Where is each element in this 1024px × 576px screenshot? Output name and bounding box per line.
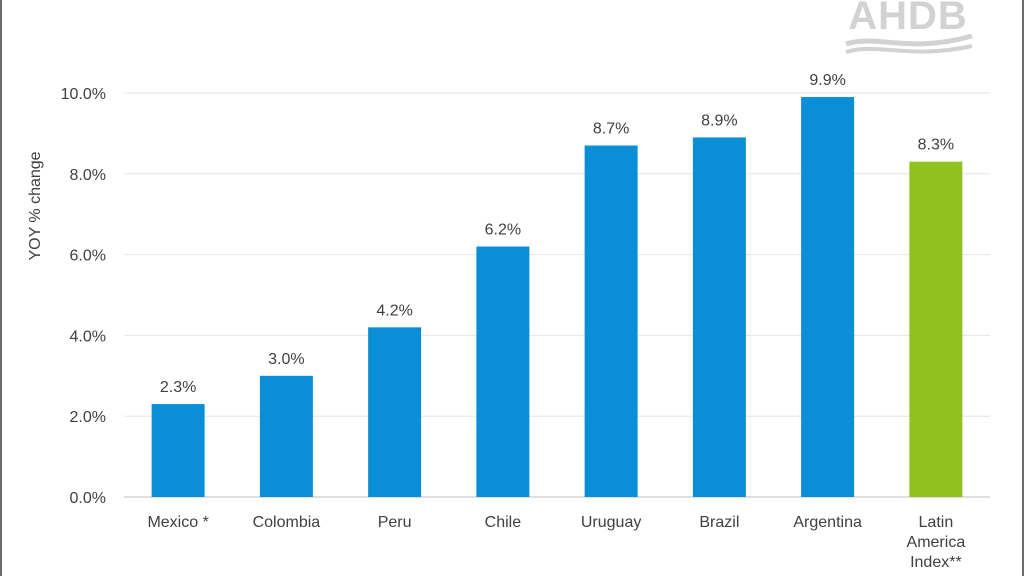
data-label: 8.7% xyxy=(593,121,629,138)
bar xyxy=(151,404,205,497)
data-label: 8.3% xyxy=(918,137,954,154)
bar xyxy=(909,161,963,497)
data-label: 6.2% xyxy=(485,222,521,239)
category-label: Uruguay xyxy=(581,514,641,531)
category-label: Peru xyxy=(378,514,412,531)
bar xyxy=(476,246,530,497)
y-tick-label: 6.0% xyxy=(70,248,106,265)
y-axis-label: YOY % change xyxy=(27,151,44,260)
data-label: 3.0% xyxy=(268,351,304,368)
category-label: Latin xyxy=(919,514,954,531)
y-axis-ticks: 0.0% 2.0% 4.0% 6.0% 8.0% 10.0% xyxy=(61,86,106,507)
y-tick-label: 2.0% xyxy=(70,409,106,426)
category-label: Brazil xyxy=(699,514,739,531)
category-label: America xyxy=(907,534,966,551)
logo-wordmark: AHDB xyxy=(848,0,968,38)
category-label: Chile xyxy=(485,514,522,531)
category-label: Index** xyxy=(910,554,962,571)
y-tick-label: 8.0% xyxy=(70,167,106,184)
gridlines xyxy=(124,92,990,498)
data-label: 8.9% xyxy=(701,112,737,129)
y-tick-label: 10.0% xyxy=(61,86,106,103)
category-label: Argentina xyxy=(793,514,862,531)
bar xyxy=(801,97,855,497)
bar xyxy=(692,137,746,497)
bars xyxy=(151,97,963,497)
bar xyxy=(368,327,422,497)
y-tick-label: 4.0% xyxy=(70,328,106,345)
x-axis-categories: Mexico * Colombia Peru Chile Uruguay Brazil Ar… xyxy=(147,514,965,571)
value-labels: 2.3% 3.0% 4.2% 6.2% 8.7% 8.9% 9.9% 8.3% xyxy=(160,72,954,396)
y-tick-label: 0.0% xyxy=(70,490,106,507)
bar xyxy=(584,145,638,497)
data-label: 2.3% xyxy=(160,379,196,396)
data-label: 4.2% xyxy=(376,302,412,319)
category-label: Mexico * xyxy=(147,514,208,531)
bar xyxy=(259,375,313,497)
logo-wave-icon xyxy=(845,33,973,54)
category-label: Colombia xyxy=(253,514,321,531)
data-label: 9.9% xyxy=(809,72,845,89)
ahdb-logo: AHDB xyxy=(838,0,978,56)
